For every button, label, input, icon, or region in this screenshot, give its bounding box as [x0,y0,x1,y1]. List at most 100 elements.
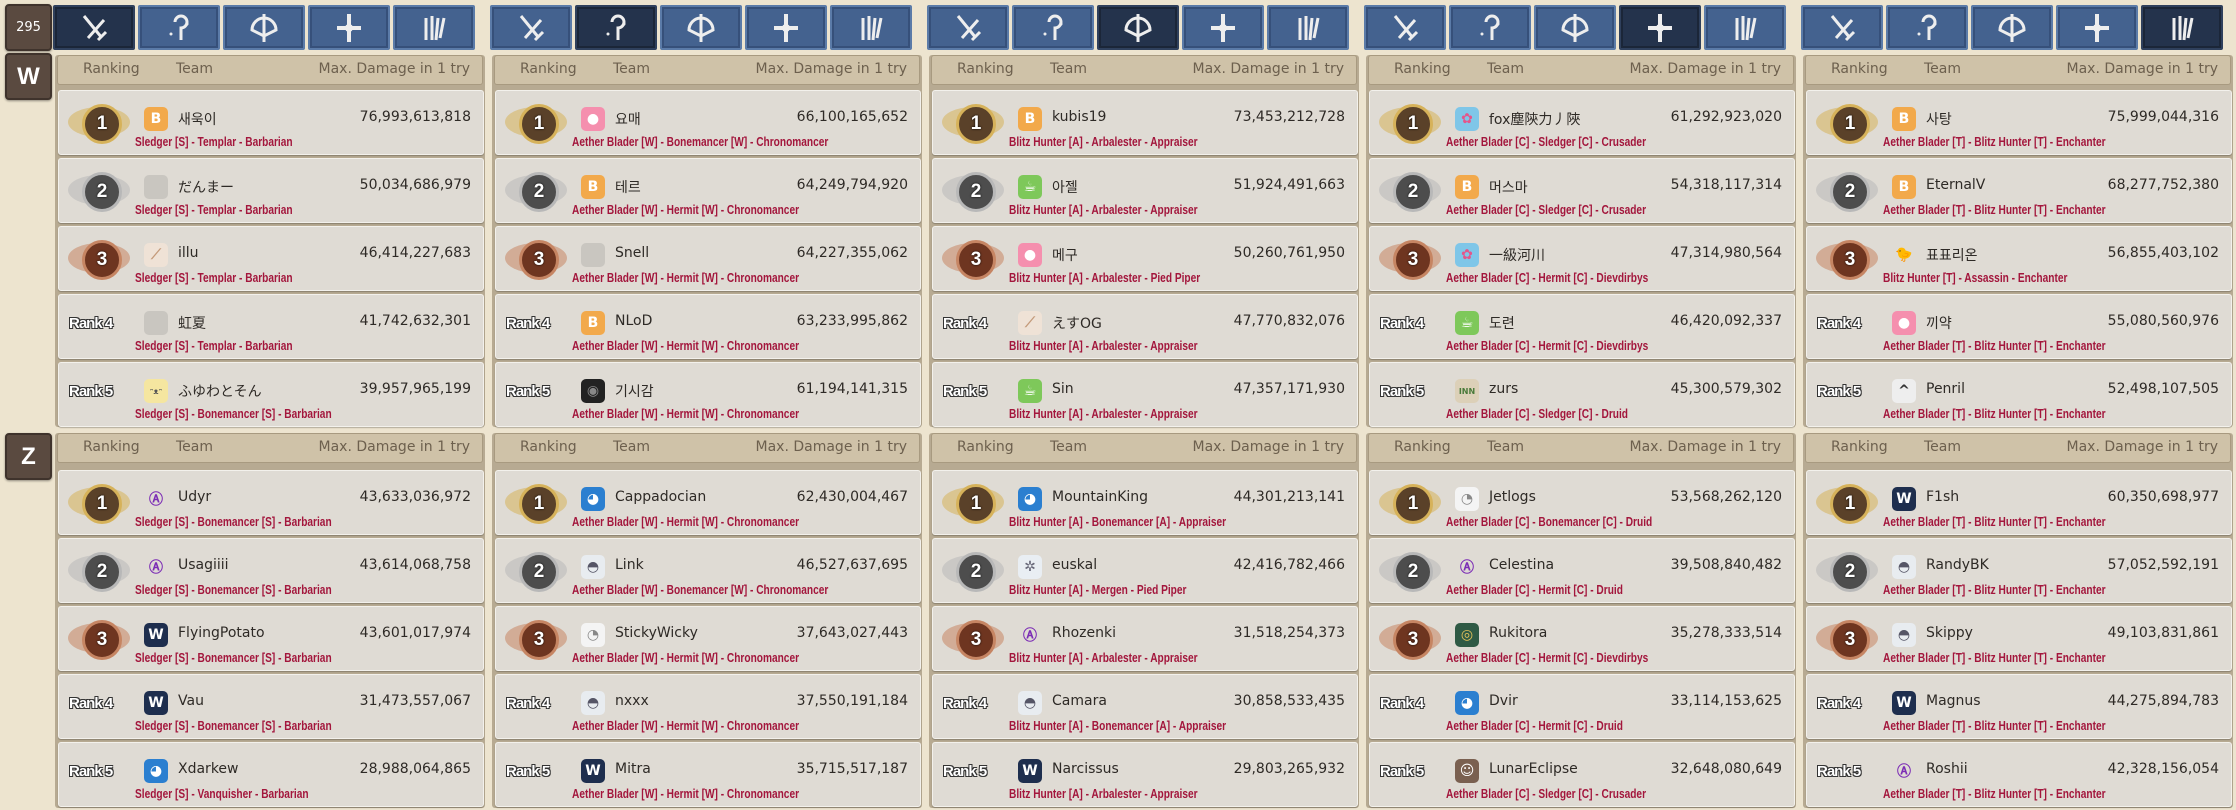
player-name: 메구 [1052,248,1078,264]
class-tab-claw[interactable] [830,5,912,50]
table-row[interactable]: 1 ◕ Cappadocian 62,430,004,467 Aether Blader… [495,470,921,535]
table-row[interactable]: 2 B 테르 64,249,794,920 Aether Blader [W] - He… [495,158,921,223]
silver-medal-icon: 2 [1378,165,1442,215]
table-row[interactable]: Rank 5 ^ Penril 52,498,107,505 Aether Blader… [1806,362,2232,427]
table-row[interactable]: 3 Snell 64,227,355,062 Aether Blader [W] - … [495,226,921,291]
table-row[interactable]: Rank 4 ◓ nxxx 37,550,191,184 Aether Blader [… [495,674,921,739]
table-row[interactable]: 3 ◔ StickyWicky 37,643,027,443 Aether Blader… [495,606,921,671]
class-tab-holy-cross[interactable] [2056,5,2138,50]
table-row[interactable]: 1 ◔ Jetlogs 53,568,262,120 Aether Blader [C]… [1369,470,1795,535]
table-row[interactable]: Rank 5 INN zurs 45,300,579,302 Aether Blader… [1369,362,1795,427]
team-composition: Sledger [S] - Bonemancer [S] - Barbarian [135,582,332,597]
table-row[interactable]: Rank 4 W Magnus 44,275,894,783 Aether Blader… [1806,674,2232,739]
table-row[interactable]: 2 B EternalV 68,277,752,380 Aether Blader [T… [1806,158,2232,223]
class-tab-holy-cross[interactable] [1619,5,1701,50]
class-tab-sword[interactable] [1801,5,1883,50]
class-tab-sword[interactable] [53,5,135,50]
table-row[interactable]: 2 だんまー 50,034,686,979 Sledger [S] - Templar… [58,158,484,223]
class-tab-holy-cross[interactable] [308,5,390,50]
table-row[interactable]: 1 W F1sh 60,350,698,977 Aether Blader [T] - … [1806,470,2232,535]
player-name: EternalV [1926,177,1986,193]
table-row[interactable]: 1 Ⓐ Udyr 43,633,036,972 Sledger [S] - Bonema… [58,470,484,535]
team-composition: Blitz Hunter [A] - Arbalester - Appraise… [1009,202,1198,217]
rank-number: 3 [82,240,122,280]
table-row[interactable]: Rank 5 ☺ LunarEclipse 32,648,080,649 Aether … [1369,742,1795,807]
player-name: LunarEclipse [1489,761,1578,777]
table-row[interactable]: Rank 4 ⟋ えすOG 47,770,832,076 Blitz Hunter [A… [932,294,1358,359]
table-row[interactable]: 2 ◓ RandyBK 57,052,592,191 Aether Blader [T]… [1806,538,2232,603]
table-row[interactable]: 3 🐤 표표리온 56,855,403,102 Blitz Hunter [T] - A… [1806,226,2232,291]
table-row[interactable]: 3 Ⓐ Rhozenki 31,518,254,373 Blitz Hunter [A]… [932,606,1358,671]
silver-medal-icon: 2 [1378,545,1442,595]
table-row[interactable]: 3 ◓ Skippy 49,103,831,861 Aether Blader [T] … [1806,606,2232,671]
table-row[interactable]: 1 ● 요매 66,100,165,652 Aether Blader [W] - Bo… [495,90,921,155]
header-ranking: Ranking [1394,61,1451,77]
table-row[interactable]: Rank 5 ◕ Xdarkew 28,988,064,865 Sledger [S] … [58,742,484,807]
class-tab-staff[interactable] [1886,5,1968,50]
class-tab-claw[interactable] [1267,5,1349,50]
table-row[interactable]: 1 ✿ fox塵陝力丿陜 61,292,923,020 Aether Blader [C… [1369,90,1795,155]
table-row[interactable]: 3 ⟋ illu 46,414,227,683 Sledger [S] - Templa… [58,226,484,291]
table-row[interactable]: Rank 4 B NLoD 63,233,995,862 Aether Blader [… [495,294,921,359]
table-row[interactable]: 2 Ⓐ Celestina 39,508,840,482 Aether Blader [… [1369,538,1795,603]
class-tab-staff[interactable] [1012,5,1094,50]
rank-number: 1 [1393,484,1433,524]
class-tab-bow[interactable] [1097,5,1179,50]
class-tab-bow[interactable] [1971,5,2053,50]
table-row[interactable]: 3 ◎ Rukitora 35,278,333,514 Aether Blader [C… [1369,606,1795,671]
table-row[interactable]: 2 ◓ Link 46,527,637,695 Aether Blader [W] - … [495,538,921,603]
table-row[interactable]: Rank 5 W Mitra 35,715,517,187 Aether Blader … [495,742,921,807]
header-team: Team [1487,439,1525,455]
class-tab-bow[interactable] [1534,5,1616,50]
table-row[interactable]: 2 ☕ 아젤 51,924,491,663 Blitz Hunter [A] - Arb… [932,158,1358,223]
class-tab-claw[interactable] [1704,5,1786,50]
table-row[interactable]: 3 ● 메구 50,260,761,950 Blitz Hunter [A] - Arb… [932,226,1358,291]
table-row[interactable]: Rank 4 ◓ Camara 30,858,533,435 Blitz Hunter … [932,674,1358,739]
class-tab-bow[interactable] [660,5,742,50]
table-row[interactable]: 1 B 사탕 75,999,044,316 Aether Blader [T] - Bl… [1806,90,2232,155]
table-row[interactable]: Rank 4 虹夏 41,742,632,301 Sledger [S] - Temp… [58,294,484,359]
header-team: Team [1924,439,1962,455]
rank-number: 3 [956,620,996,660]
class-tab-staff[interactable] [575,5,657,50]
class-tab-claw[interactable] [2141,5,2223,50]
class-tab-holy-cross[interactable] [1182,5,1264,50]
table-row[interactable]: 2 ✲ euskal 42,416,782,466 Blitz Hunter [A] -… [932,538,1358,603]
class-tab-sword[interactable] [490,5,572,50]
table-row[interactable]: 1 B 새욱이 76,993,613,818 Sledger [S] - Templar… [58,90,484,155]
header-damage: Max. Damage in 1 try [755,439,907,455]
class-tab-staff[interactable] [1449,5,1531,50]
table-row[interactable]: Rank 5 W Narcissus 29,803,265,932 Blitz Hunt… [932,742,1358,807]
player-name: 머스마 [1489,180,1528,196]
table-row[interactable]: 2 B 머스마 54,318,117,314 Aether Blader [C] - S… [1369,158,1795,223]
class-tab-claw[interactable] [393,5,475,50]
table-row[interactable]: Rank 4 ● 끼약 55,080,560,976 Aether Blader [T]… [1806,294,2232,359]
player-name: Rukitora [1489,625,1548,641]
rank-number: 2 [1830,552,1870,592]
table-row[interactable]: Rank 4 ◕ Dvir 33,114,153,625 Aether Blader [… [1369,674,1795,739]
class-tab-staff[interactable] [138,5,220,50]
table-row[interactable]: Rank 5 ◉ 기시감 61,194,141,315 Aether Blader [W… [495,362,921,427]
table-row[interactable]: Rank 5 ☕ Sin 47,357,171,930 Blitz Hunter [A]… [932,362,1358,427]
table-row[interactable]: 3 ✿ 一級河川 47,314,980,564 Aether Blader [C] - … [1369,226,1795,291]
table-row[interactable]: Rank 5 Ⓐ Roshii 42,328,156,054 Aether Blader… [1806,742,2232,807]
table-row[interactable]: Rank 4 W Vau 31,473,557,067 Sledger [S] - Bo… [58,674,484,739]
robot-pod-icon: ◓ [1892,555,1916,579]
team-composition: Aether Blader [T] - Blitz Hunter [T] - E… [1883,338,2106,353]
table-row[interactable]: 3 W FlyingPotato 43,601,017,974 Sledger [S] … [58,606,484,671]
class-tab-sword[interactable] [927,5,1009,50]
table-row[interactable]: Rank 5 ᵔᴥᵔ ふゆわとそん 39,957,965,199 Sledger [S]… [58,362,484,427]
player-name: 도련 [1489,316,1515,332]
team-composition: Aether Blader [C] - Hermit [C] - Dievdir… [1446,338,1649,353]
table-row[interactable]: 2 Ⓐ Usagiiii 43,614,068,758 Sledger [S] - Bo… [58,538,484,603]
table-row[interactable]: 1 ◕ MountainKing 44,301,213,141 Blitz Hunter… [932,470,1358,535]
table-row[interactable]: Rank 4 ☕ 도련 46,420,092,337 Aether Blader [C]… [1369,294,1795,359]
inn-sign-icon: INN [1455,379,1479,403]
paw-icon: ● [1018,243,1042,267]
class-tab-bow[interactable] [223,5,305,50]
header-team: Team [176,439,214,455]
class-tab-holy-cross[interactable] [745,5,827,50]
claw-icon [424,15,446,40]
class-tab-sword[interactable] [1364,5,1446,50]
